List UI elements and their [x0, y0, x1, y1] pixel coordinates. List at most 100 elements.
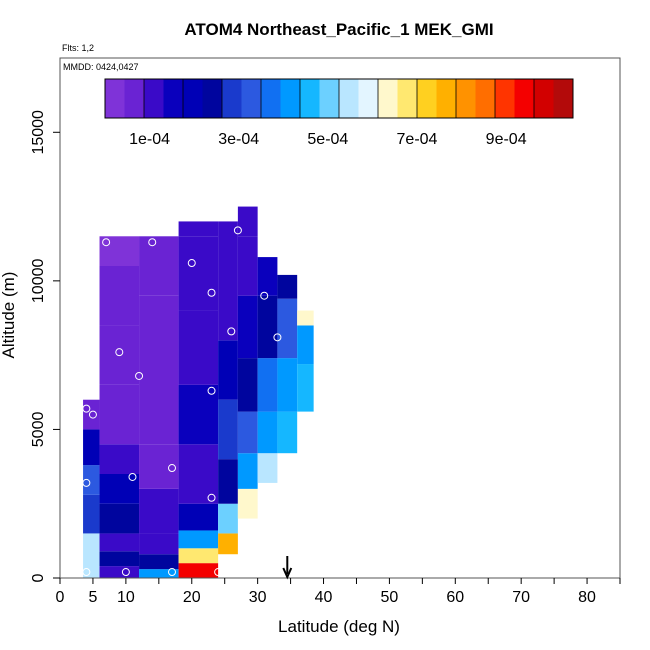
- heatmap-cell: [139, 370, 179, 445]
- heatmap-cell: [257, 295, 278, 359]
- heatmap-cell: [297, 364, 314, 412]
- heatmap-cell: [178, 548, 219, 564]
- sample-points: [82, 226, 282, 577]
- sample-point: [102, 238, 111, 247]
- sample-point: [227, 327, 236, 336]
- sample-point: [121, 568, 130, 577]
- heatmap-cell: [257, 358, 278, 412]
- colorbar-segment: [417, 79, 437, 118]
- y-axis: 0 5000 10000 15000: [30, 110, 60, 582]
- dates-annotation: MMDD: 0424,0427: [63, 62, 139, 72]
- latitude-marker: [282, 556, 293, 580]
- sample-point: [82, 404, 91, 413]
- heatmap-cell: [83, 399, 100, 430]
- heatmap-cell: [83, 429, 100, 466]
- heatmap-cell: [218, 399, 238, 460]
- sample-point: [273, 333, 282, 342]
- colorbar-segment: [456, 79, 476, 118]
- x-tick-label: 10: [117, 589, 135, 606]
- colorbar-tick-label: 5e-04: [307, 131, 348, 148]
- y-tick-label: 10000: [30, 259, 47, 304]
- heatmap-cell: [277, 298, 298, 359]
- colorbar-segment: [163, 79, 184, 118]
- plot-frame: [59, 57, 621, 579]
- colorbar-segment: [124, 79, 145, 118]
- colorbar-tick-label: 7e-04: [397, 131, 438, 148]
- heatmap-cell: [83, 533, 100, 578]
- x-axis-label: Latitude (deg N): [278, 617, 400, 636]
- x-axis: 0 5 10 20 30 40 50 60 70 80: [56, 578, 621, 606]
- colorbar-segment: [378, 79, 398, 118]
- heatmap-cell: [178, 503, 219, 531]
- heatmap-cell: [277, 358, 298, 412]
- heatmap-cell: [277, 411, 298, 454]
- colorbar-segment: [222, 79, 242, 118]
- colorbar-segment: [397, 79, 418, 118]
- colorbar: 1e-04 3e-04 5e-04 7e-04 9e-04: [104, 78, 574, 148]
- flights-annotation: Flts: 1,2: [62, 43, 94, 53]
- heatmap-cell: [99, 266, 140, 326]
- sample-point: [187, 259, 196, 268]
- colorbar-segment: [241, 79, 262, 118]
- heatmap-cell: [218, 503, 238, 534]
- heatmap-cell: [99, 384, 140, 445]
- sample-point: [148, 238, 157, 247]
- heatmap-cell: [257, 411, 278, 454]
- sample-point: [82, 568, 91, 577]
- heatmap-cell: [237, 206, 258, 237]
- sample-point: [207, 288, 216, 297]
- colorbar-segment: [261, 79, 281, 118]
- sample-point: [214, 568, 223, 577]
- y-tick-label: 0: [30, 573, 47, 582]
- colorbar-segment: [339, 79, 359, 118]
- heatmap-cell: [237, 453, 258, 489]
- heatmap-cell: [139, 569, 179, 578]
- x-tick-label: 0: [56, 589, 65, 606]
- colorbar-segment: [436, 79, 457, 118]
- y-tick-label: 5000: [30, 412, 47, 448]
- heatmap-cell: [139, 554, 179, 570]
- heatmap-cell: [297, 310, 314, 326]
- heatmap-cell: [139, 488, 179, 534]
- sample-point: [168, 568, 176, 577]
- heatmap-cell: [83, 494, 100, 534]
- x-tick-label: 70: [512, 589, 530, 606]
- sample-point: [128, 472, 137, 481]
- heatmap-cell: [178, 530, 219, 549]
- heatmap-cell: [99, 236, 140, 266]
- chart-title: ATOM4 Northeast_Pacific_1 MEK_GMI: [184, 20, 493, 39]
- heatmap-cell: [139, 236, 179, 296]
- x-tick-label: 20: [183, 589, 201, 606]
- heatmap-cell: [99, 551, 140, 567]
- heatmap-cell: [178, 310, 219, 385]
- sample-point: [233, 226, 242, 235]
- heatmap-cell: [237, 295, 258, 359]
- heatmap-cell: [99, 474, 140, 504]
- colorbar-segment: [300, 79, 320, 118]
- y-axis-label: Altitude (m): [0, 272, 18, 359]
- heatmap-cell: [218, 221, 238, 266]
- colorbar-segment: [495, 79, 515, 118]
- x-tick-label: 30: [249, 589, 267, 606]
- heatmap-cell: [237, 358, 258, 412]
- x-tick-label: 50: [381, 589, 399, 606]
- colorbar-segment: [144, 79, 164, 118]
- heatmap-cell: [178, 563, 219, 578]
- sample-point: [88, 279, 97, 288]
- heatmap-cell: [99, 325, 140, 385]
- colorbar-segment: [475, 79, 496, 118]
- colorbar-segment: [514, 79, 535, 118]
- x-tick-label: 80: [578, 589, 596, 606]
- heatmap-cell: [218, 266, 238, 341]
- heatmap-cell: [99, 503, 140, 534]
- colorbar-tick-label: 3e-04: [218, 131, 259, 148]
- sample-point: [260, 291, 269, 300]
- heatmap-cell: [178, 221, 219, 237]
- colorbar-segment: [183, 79, 203, 118]
- heatmap-cell: [237, 236, 258, 296]
- colorbar-segment: [280, 79, 301, 118]
- sample-point: [82, 478, 91, 487]
- sample-point: [135, 371, 144, 380]
- heatmap-cell: [178, 236, 219, 311]
- heatmap-cell: [139, 444, 179, 489]
